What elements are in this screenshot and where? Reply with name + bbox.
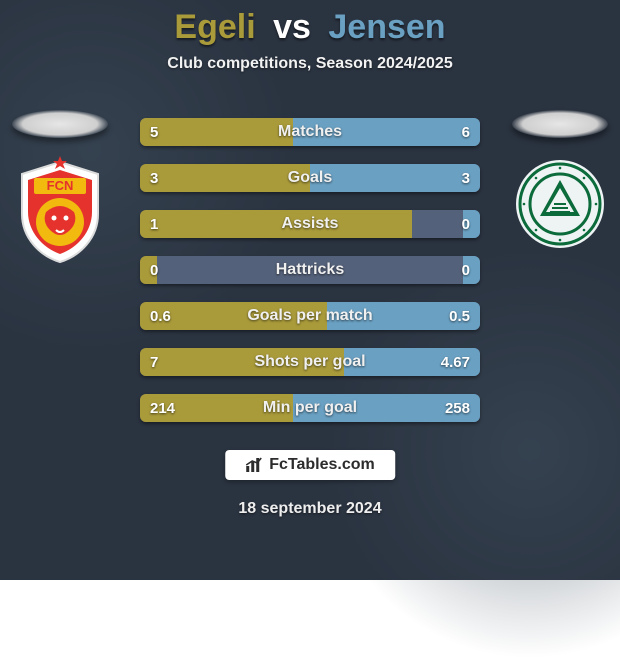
stat-label: Hattricks	[140, 256, 480, 284]
stats-container: 56Matches 33Goals 10Assists 00Hattricks 0.60…	[140, 118, 480, 422]
brand-text: FcTables.com	[269, 456, 375, 474]
stat-row: 33Goals	[140, 164, 480, 192]
team-left-label: FCN	[47, 178, 74, 193]
stat-row: 00Hattricks	[140, 256, 480, 284]
brand-badge: FcTables.com	[225, 450, 395, 480]
stat-row: 74.67Shots per goal	[140, 348, 480, 376]
title-player1: Egeli	[174, 8, 255, 46]
stat-label: Assists	[140, 210, 480, 238]
subtitle: Club competitions, Season 2024/2025	[0, 55, 620, 73]
badge-shadow	[512, 110, 608, 138]
stat-row: 56Matches	[140, 118, 480, 146]
title-vs: vs	[273, 8, 311, 46]
stat-label: Goals per match	[140, 302, 480, 330]
stat-label: Goals	[140, 164, 480, 192]
stat-row: 10Assists	[140, 210, 480, 238]
team-left-crest: FCN	[12, 156, 108, 266]
stat-label: Shots per goal	[140, 348, 480, 376]
title-player2: Jensen	[328, 8, 445, 46]
stat-label: Min per goal	[140, 394, 480, 422]
date-text: 18 september 2024	[0, 500, 620, 518]
page-title: Egeli vs Jensen	[0, 0, 620, 47]
stat-row: 0.60.5Goals per match	[140, 302, 480, 330]
badge-shadow	[12, 110, 108, 138]
team-right-badge	[512, 110, 608, 257]
team-left-badge: FCN	[12, 110, 108, 271]
team-right-crest	[512, 156, 608, 252]
brand-chart-icon	[245, 456, 263, 474]
stat-label: Matches	[140, 118, 480, 146]
stat-row: 214258Min per goal	[140, 394, 480, 422]
